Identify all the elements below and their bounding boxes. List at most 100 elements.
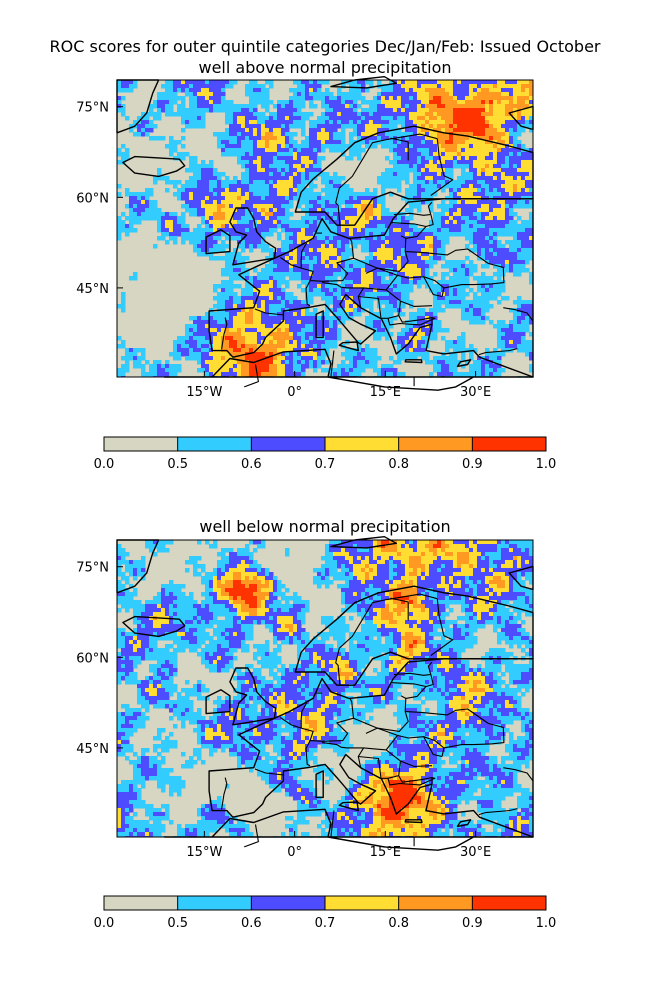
roc-cell [253, 296, 258, 301]
roc-cell [393, 168, 398, 173]
roc-cell [433, 220, 438, 225]
roc-cell [325, 124, 330, 129]
roc-cell [257, 156, 262, 161]
roc-cell [525, 204, 530, 209]
roc-cell [433, 172, 438, 177]
roc-cell [181, 228, 186, 233]
roc-cell [509, 96, 514, 101]
roc-cell [345, 108, 350, 113]
roc-cell [469, 232, 474, 237]
roc-cell [405, 160, 410, 165]
roc-cell [269, 300, 274, 305]
roc-cell [121, 300, 126, 305]
roc-cell [297, 332, 302, 337]
roc-cell [313, 164, 318, 169]
roc-cell [513, 132, 518, 137]
roc-cell [313, 160, 318, 165]
roc-cell [401, 136, 406, 141]
roc-cell [241, 204, 246, 209]
roc-cell [301, 224, 306, 229]
roc-cell [165, 96, 170, 101]
roc-cell [477, 172, 482, 177]
roc-cell [249, 108, 254, 113]
roc-cell [465, 204, 470, 209]
roc-cell [401, 260, 406, 265]
roc-cell [301, 260, 306, 265]
roc-cell [393, 100, 398, 105]
roc-cell [513, 148, 518, 153]
roc-cell [357, 120, 362, 125]
roc-cell [389, 184, 394, 189]
roc-cell [377, 116, 382, 121]
roc-cell [265, 288, 270, 293]
roc-cell [517, 184, 522, 189]
roc-cell [341, 184, 346, 189]
roc-cell [321, 176, 326, 181]
roc-cell [429, 284, 434, 289]
roc-cell [525, 184, 530, 189]
roc-cell [253, 220, 258, 225]
roc-cell [381, 184, 386, 189]
roc-cell [285, 156, 290, 161]
roc-cell [437, 164, 442, 169]
roc-cell [221, 92, 226, 97]
roc-cell [233, 328, 238, 333]
roc-cell [461, 344, 466, 349]
roc-cell [117, 236, 122, 241]
roc-cell [449, 212, 454, 217]
roc-cell [445, 240, 450, 245]
roc-cell [197, 344, 202, 349]
roc-cell [401, 252, 406, 257]
roc-cell [437, 84, 442, 89]
roc-cell [341, 276, 346, 281]
roc-cell [517, 116, 522, 121]
roc-cell [265, 180, 270, 185]
roc-cell [353, 128, 358, 133]
roc-cell [221, 200, 226, 205]
roc-cell [425, 188, 430, 193]
roc-cell [405, 248, 410, 253]
roc-cell [457, 212, 462, 217]
roc-cell [193, 84, 198, 89]
roc-cell [397, 148, 402, 153]
roc-cell [137, 124, 142, 129]
roc-cell [249, 200, 254, 205]
roc-cell [225, 216, 230, 221]
roc-cell [217, 208, 222, 213]
roc-cell [189, 168, 194, 173]
roc-cell [121, 112, 126, 117]
roc-cell [237, 128, 242, 133]
roc-cell [401, 224, 406, 229]
roc-cell [389, 116, 394, 121]
roc-cell [465, 88, 470, 93]
roc-cell [157, 104, 162, 109]
roc-cell [529, 232, 533, 237]
roc-cell [213, 332, 218, 337]
roc-cell [389, 92, 394, 97]
roc-cell [237, 144, 242, 149]
roc-cell [413, 80, 418, 85]
roc-cell [201, 92, 206, 97]
roc-cell [461, 296, 466, 301]
roc-cell [457, 88, 462, 93]
roc-cell [489, 88, 494, 93]
roc-cell [257, 124, 262, 129]
roc-cell [241, 332, 246, 337]
roc-cell [305, 328, 310, 333]
roc-cell [229, 308, 234, 313]
roc-cell [217, 104, 222, 109]
roc-cell [345, 244, 350, 249]
roc-cell [497, 292, 502, 297]
roc-cell [349, 112, 354, 117]
roc-cell [401, 116, 406, 121]
roc-cell [497, 152, 502, 157]
roc-cell [477, 184, 482, 189]
roc-cell [509, 80, 514, 85]
roc-cell [237, 316, 242, 321]
roc-cell [401, 244, 406, 249]
roc-cell [505, 180, 510, 185]
roc-cell [197, 164, 202, 169]
roc-cell [341, 228, 346, 233]
roc-cell [345, 288, 350, 293]
roc-cell [273, 136, 278, 141]
